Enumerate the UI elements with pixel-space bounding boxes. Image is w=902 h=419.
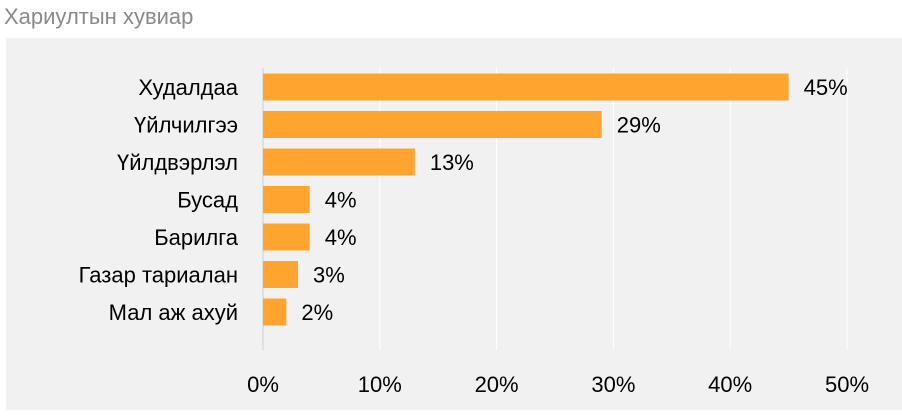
data-label: 45% [804, 75, 848, 100]
bar [263, 186, 310, 213]
x-tick-label: 30% [591, 372, 635, 397]
data-label: 4% [325, 225, 357, 250]
bar [263, 298, 287, 326]
category-label: Үйлдвэрлэл [117, 150, 238, 175]
data-label: 2% [301, 300, 333, 325]
data-label: 13% [430, 150, 474, 175]
category-label: Бусад [177, 188, 238, 213]
bar [263, 111, 602, 138]
x-tick-label: 0% [247, 372, 279, 397]
x-tick-label: 10% [358, 372, 402, 397]
bar [263, 261, 299, 288]
data-label: 3% [313, 263, 345, 288]
x-tick-label: 40% [708, 372, 752, 397]
data-label: 29% [617, 113, 661, 138]
category-label: Барилга [154, 225, 239, 250]
bar [263, 223, 310, 251]
category-label: Мал аж ахуй [109, 300, 238, 325]
category-label: Үйлчилгээ [134, 113, 238, 138]
bar [263, 73, 789, 101]
data-label: 4% [325, 188, 357, 213]
x-tick-label: 50% [825, 372, 869, 397]
bar [263, 148, 415, 176]
category-label: Газар тариалан [79, 263, 238, 288]
x-tick-label: 20% [475, 372, 519, 397]
chart-title: Хариултын хувиар [4, 4, 194, 29]
category-label: Худалдаа [138, 75, 238, 100]
